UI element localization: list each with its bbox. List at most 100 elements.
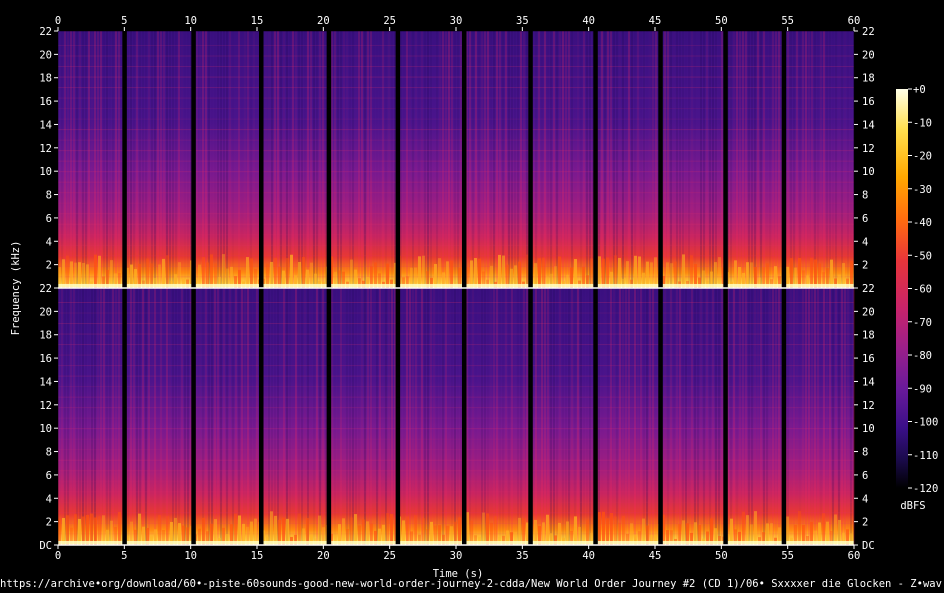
spectrogram-streak	[574, 288, 576, 545]
spectrogram-streak	[697, 288, 699, 545]
spectrogram-streak	[457, 288, 459, 545]
harmonic-band	[58, 255, 854, 257]
spectrogram-streak	[571, 288, 573, 545]
energy-burst	[438, 258, 441, 288]
energy-burst	[174, 274, 177, 288]
spectrogram-streak	[787, 31, 789, 288]
energy-burst	[770, 279, 773, 288]
energy-burst	[114, 526, 117, 545]
energy-burst	[846, 278, 849, 288]
spectrogram-streak	[349, 31, 351, 288]
energy-burst	[670, 530, 673, 545]
spectrogram-streak	[388, 31, 390, 288]
spectrogram-streak	[835, 31, 837, 288]
spectrogram-streak	[283, 31, 285, 288]
spectrogram-streak	[673, 31, 675, 288]
spectrogram-streak	[496, 31, 498, 288]
spectrogram-streak	[532, 288, 534, 545]
y-tick-label-left: 6	[46, 213, 52, 225]
spectrogram-streak	[481, 31, 483, 288]
energy-burst	[206, 262, 209, 288]
spectrogram-streak	[211, 288, 213, 545]
spectrogram-streak	[772, 31, 774, 288]
spectrogram-streak	[268, 31, 270, 288]
energy-burst	[790, 258, 793, 288]
silence-gap	[326, 288, 332, 545]
harmonic-band	[58, 449, 854, 451]
energy-burst	[546, 276, 549, 288]
spectrogram-streak	[370, 31, 372, 288]
spectrogram-streak	[703, 31, 705, 288]
harmonic-band	[58, 45, 854, 47]
energy-burst	[610, 512, 613, 545]
harmonic-band	[58, 213, 854, 215]
energy-burst	[650, 534, 653, 545]
spectrogram-streak	[730, 31, 732, 288]
energy-burst	[506, 264, 509, 288]
spectrogram-streak	[646, 288, 648, 545]
x-tick-label-top: 20	[317, 15, 330, 27]
spectrogram-streak	[799, 288, 801, 545]
spectrogram-streak	[571, 31, 573, 288]
spectrogram-streak	[160, 288, 162, 545]
spectrogram-streak	[106, 31, 108, 288]
spectrogram-streak	[544, 288, 546, 545]
spectrogram-streak	[541, 288, 543, 545]
spectrogram-streak	[742, 31, 744, 288]
spectrogram-streak	[343, 31, 345, 288]
spectrogram-streak	[700, 288, 702, 545]
spectrogram-streak	[640, 288, 642, 545]
spectrogram-streak	[82, 288, 84, 545]
spectrogram-streak	[94, 288, 96, 545]
spectrogram-streak	[274, 31, 276, 288]
y-tick-label-left: 16	[39, 353, 52, 365]
energy-burst	[150, 263, 153, 288]
spectrogram-streak	[163, 31, 165, 288]
spectrogram-streak	[484, 288, 486, 545]
colorbar: +0 -10 -20 -30 -40 -50 -60 -70 -80 -90 -100 -110 -12…	[896, 84, 938, 495]
energy-burst	[586, 275, 589, 288]
spectrogram-streak	[454, 31, 456, 288]
spectrogram-streak	[559, 288, 561, 545]
y-tick-label-right: 14	[862, 119, 875, 131]
energy-burst	[614, 516, 617, 545]
spectrogram-streak	[439, 31, 441, 288]
spectrogram-streak	[766, 288, 768, 545]
spectrogram-streak	[151, 288, 153, 545]
energy-burst	[850, 533, 853, 545]
energy-burst	[486, 513, 489, 545]
energy-burst	[222, 254, 225, 288]
spectrogram-streak	[190, 288, 192, 545]
energy-burst	[270, 511, 273, 545]
spectrogram-streak	[622, 288, 624, 545]
x-tick-label-bottom: 45	[649, 550, 662, 562]
energy-burst	[302, 528, 305, 545]
spectrogram-streak	[550, 288, 552, 545]
spectrogram-streak	[598, 31, 600, 288]
spectrogram-streak	[103, 31, 105, 288]
x-tick-label-bottom: 15	[251, 550, 264, 562]
energy-burst	[778, 276, 781, 288]
spectrogram-streak	[364, 288, 366, 545]
energy-burst	[414, 267, 417, 288]
spectrogram-streak	[622, 31, 624, 288]
spectrogram-streak	[730, 288, 732, 545]
energy-burst	[410, 267, 413, 288]
energy-burst	[442, 534, 445, 545]
spectrogram-streak	[349, 288, 351, 545]
spectrogram-streak	[577, 288, 579, 545]
energy-burst	[834, 514, 837, 545]
spectrogram-streak	[298, 288, 300, 545]
energy-burst	[538, 526, 541, 545]
energy-burst	[142, 526, 145, 545]
energy-burst	[378, 528, 381, 545]
spectrogram-streak	[430, 31, 432, 288]
y-tick-label-left: 22	[39, 283, 52, 295]
spectrogram-streak	[331, 288, 333, 545]
spectrogram-streak	[70, 31, 72, 288]
spectrogram-streak	[775, 31, 777, 288]
spectrogram-streak	[736, 31, 738, 288]
energy-burst	[590, 533, 593, 545]
spectrogram-streak	[718, 288, 720, 545]
energy-burst	[158, 515, 161, 545]
